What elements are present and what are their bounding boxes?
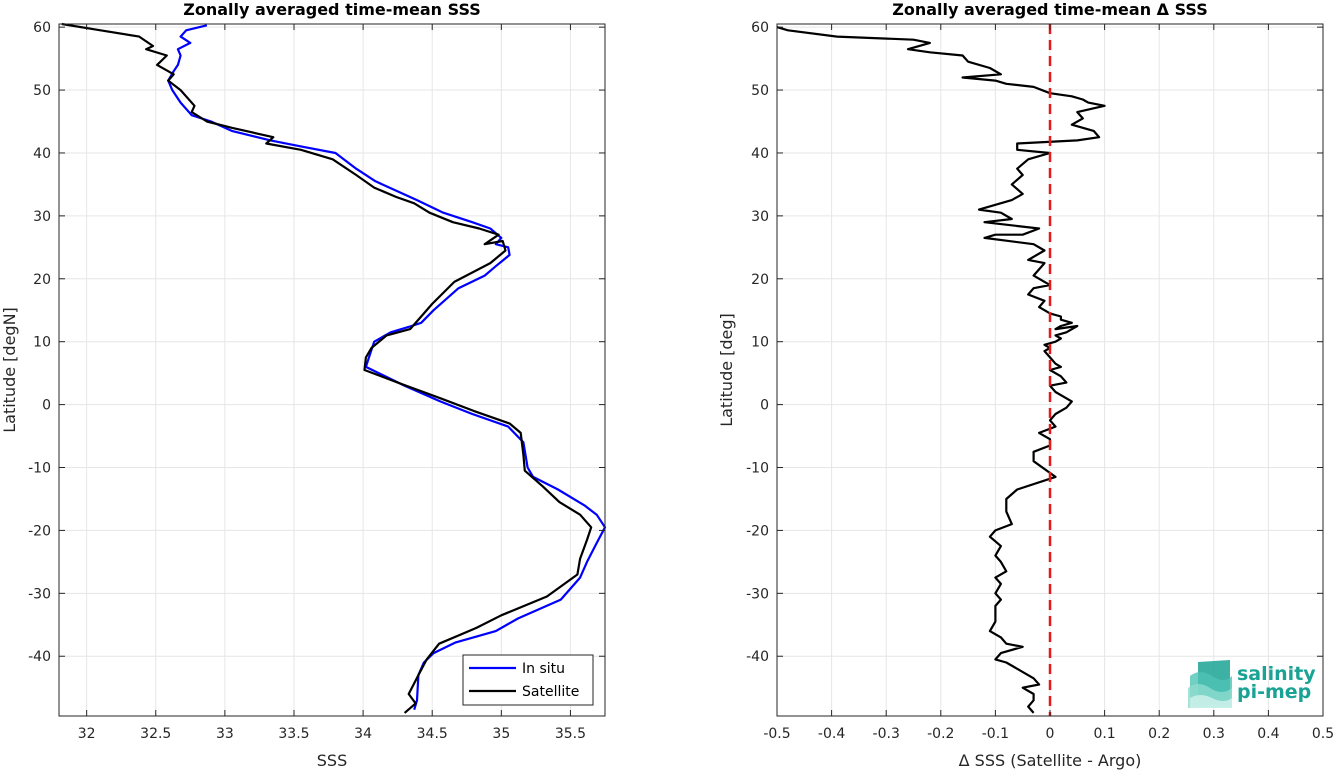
right-y-tick-label: -30	[746, 586, 769, 602]
right-panel-delta-sss: -0.5 -0.4 -0.3 -0.2 -0.1 0 0.1 0.2 0.3 0.4 0.5 -40 -…	[717, 0, 1334, 770]
left-panel-sss: 32 32.5 33 33.5 34 34.5 35 35.5 -40 -30 -20 -10 0 10 2…	[0, 0, 607, 770]
logo-wave-icon	[1188, 660, 1232, 708]
right-y-tick-label: 60	[751, 20, 769, 36]
right-y-tick-label: -20	[746, 523, 769, 539]
left-x-tick-label: 34	[354, 726, 372, 742]
left-y-tick-label: 60	[33, 20, 51, 36]
left-y-tick-label: 50	[33, 83, 51, 99]
right-x-tick-label: -0.4	[818, 726, 845, 742]
left-y-tick-label: -40	[28, 649, 51, 665]
right-y-tick-label: -10	[746, 461, 769, 477]
right-y-axis-label: Latitude [deg]	[717, 313, 736, 427]
right-chart-title: Zonally averaged time-mean Δ SSS	[892, 0, 1208, 19]
left-chart-title: Zonally averaged time-mean SSS	[183, 0, 481, 19]
left-ticks: 32 32.5 33 33.5 34 34.5 35 35.5 -40 -30 -20 -10 0 10 2…	[28, 20, 605, 742]
right-y-tick-label: -40	[746, 649, 769, 665]
right-y-tick-label: 40	[751, 146, 769, 162]
right-x-tick-label: 0.5	[1312, 726, 1334, 742]
left-x-tick-label: 33	[216, 726, 234, 742]
right-y-tick-label: 0	[760, 398, 769, 414]
left-line-in-situ	[167, 24, 607, 711]
left-y-tick-label: 10	[33, 335, 51, 351]
left-x-axis-label: SSS	[317, 751, 347, 770]
legend-label-satellite: Satellite	[522, 684, 579, 700]
right-y-tick-label: 20	[751, 272, 769, 288]
right-x-tick-label: -0.2	[927, 726, 954, 742]
legend-label-in-situ: In situ	[522, 661, 565, 677]
left-y-tick-label: 20	[33, 272, 51, 288]
left-y-tick-label: 30	[33, 209, 51, 225]
left-y-tick-label: -10	[28, 461, 51, 477]
left-grid	[59, 24, 605, 716]
left-y-tick-label: -30	[28, 586, 51, 602]
right-series-group	[776, 24, 1106, 716]
right-line-series-0	[776, 26, 1106, 714]
left-y-tick-label: 40	[33, 146, 51, 162]
left-line-satellite	[61, 22, 593, 714]
right-x-tick-label: 0.1	[1093, 726, 1115, 742]
logo-text-pi-mep: pi-mep	[1237, 681, 1311, 703]
legend: In situ Satellite	[462, 654, 594, 706]
right-x-axis-label: Δ SSS (Satellite - Argo)	[959, 751, 1142, 770]
salinity-pi-mep-logo: salinity pi-mep	[1188, 660, 1316, 708]
left-axes-box	[58, 23, 606, 717]
right-x-tick-label: 0	[1046, 726, 1055, 742]
right-x-tick-label: -0.5	[763, 726, 790, 742]
left-y-tick-label: -20	[28, 523, 51, 539]
left-x-tick-label: 32	[78, 726, 96, 742]
right-y-tick-label: 10	[751, 335, 769, 351]
logo-text-salinity: salinity	[1237, 663, 1316, 685]
left-x-tick-label: 32.5	[140, 726, 171, 742]
left-y-tick-label: 0	[42, 398, 51, 414]
right-x-tick-label: 0.2	[1148, 726, 1170, 742]
right-x-tick-label: 0.3	[1203, 726, 1225, 742]
left-axes-background	[59, 24, 605, 716]
left-x-tick-label: 34.5	[417, 726, 448, 742]
right-y-tick-label: 50	[751, 83, 769, 99]
right-ticks: -0.5 -0.4 -0.3 -0.2 -0.1 0 0.1 0.2 0.3 0.4 0.5 -40 -…	[746, 20, 1334, 742]
legend-box	[462, 654, 594, 706]
left-x-tick-label: 35	[492, 726, 510, 742]
right-x-tick-label: -0.3	[873, 726, 900, 742]
left-x-tick-label: 33.5	[278, 726, 309, 742]
left-y-axis-label: Latitude [degN]	[0, 307, 19, 433]
left-series-group	[61, 22, 607, 714]
right-y-tick-label: 30	[751, 209, 769, 225]
left-x-tick-label: 35.5	[555, 726, 586, 742]
right-x-tick-label: -0.1	[982, 726, 1009, 742]
right-x-tick-label: 0.4	[1257, 726, 1279, 742]
